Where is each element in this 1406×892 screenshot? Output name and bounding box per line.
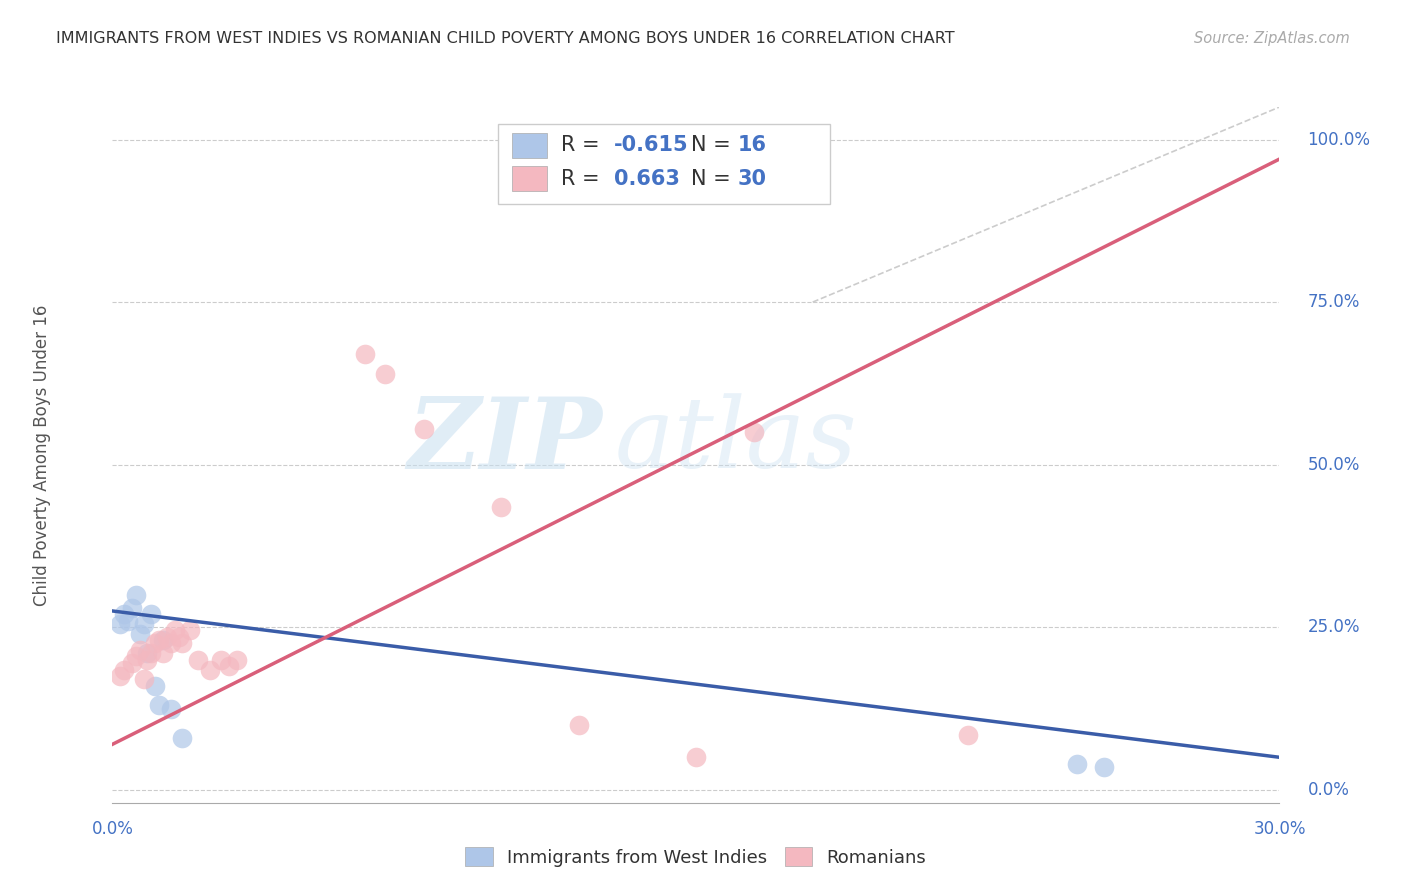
Point bbox=[125, 649, 148, 664]
Point bbox=[160, 636, 183, 650]
Point bbox=[172, 731, 194, 745]
Point bbox=[110, 617, 132, 632]
Point bbox=[160, 701, 183, 715]
Text: -0.615: -0.615 bbox=[614, 136, 689, 155]
Point bbox=[152, 633, 174, 648]
Point bbox=[121, 600, 143, 615]
Point bbox=[412, 422, 434, 436]
Point bbox=[218, 659, 240, 673]
Text: 50.0%: 50.0% bbox=[1308, 456, 1360, 474]
Text: 75.0%: 75.0% bbox=[1308, 293, 1360, 311]
Point bbox=[132, 672, 155, 686]
Point bbox=[128, 643, 150, 657]
Point bbox=[179, 624, 201, 638]
Point bbox=[152, 646, 174, 660]
Text: N =: N = bbox=[692, 136, 738, 155]
Point bbox=[172, 636, 194, 650]
Point bbox=[141, 646, 163, 660]
Text: 16: 16 bbox=[738, 136, 768, 155]
Text: ZIP: ZIP bbox=[408, 392, 603, 489]
Bar bbox=[512, 133, 547, 158]
Text: 100.0%: 100.0% bbox=[1308, 130, 1371, 149]
Text: R =: R = bbox=[561, 136, 606, 155]
Point bbox=[685, 750, 707, 764]
Text: 30.0%: 30.0% bbox=[1253, 820, 1306, 838]
Bar bbox=[512, 166, 547, 191]
Text: N =: N = bbox=[692, 169, 738, 189]
Text: Source: ZipAtlas.com: Source: ZipAtlas.com bbox=[1194, 31, 1350, 46]
Point bbox=[742, 425, 765, 439]
Point bbox=[117, 614, 139, 628]
Point bbox=[136, 653, 159, 667]
Point bbox=[156, 630, 179, 644]
Text: 0.0%: 0.0% bbox=[1308, 780, 1350, 799]
Text: R =: R = bbox=[561, 169, 606, 189]
Point bbox=[491, 500, 513, 514]
Point bbox=[132, 617, 155, 632]
Text: 25.0%: 25.0% bbox=[1308, 618, 1360, 636]
Point bbox=[226, 653, 249, 667]
Point bbox=[148, 698, 170, 713]
Text: 30: 30 bbox=[738, 169, 768, 189]
Point bbox=[141, 607, 163, 622]
Point bbox=[167, 630, 190, 644]
Point bbox=[121, 656, 143, 670]
Text: atlas: atlas bbox=[614, 393, 858, 489]
Legend: Immigrants from West Indies, Romanians: Immigrants from West Indies, Romanians bbox=[458, 840, 934, 874]
Text: 0.0%: 0.0% bbox=[91, 820, 134, 838]
Point bbox=[957, 727, 980, 741]
Point bbox=[112, 607, 135, 622]
Point bbox=[125, 588, 148, 602]
Point bbox=[187, 653, 209, 667]
Point bbox=[1092, 760, 1115, 774]
Point bbox=[148, 633, 170, 648]
Point bbox=[112, 663, 135, 677]
Point bbox=[1066, 756, 1088, 771]
Point bbox=[354, 347, 377, 361]
Text: 0.663: 0.663 bbox=[614, 169, 681, 189]
Point bbox=[143, 636, 166, 650]
Point bbox=[163, 624, 186, 638]
Point bbox=[143, 679, 166, 693]
Text: IMMIGRANTS FROM WEST INDIES VS ROMANIAN CHILD POVERTY AMONG BOYS UNDER 16 CORREL: IMMIGRANTS FROM WEST INDIES VS ROMANIAN … bbox=[56, 31, 955, 46]
Point bbox=[198, 663, 221, 677]
Point bbox=[374, 367, 396, 381]
Point bbox=[568, 718, 591, 732]
Text: Child Poverty Among Boys Under 16: Child Poverty Among Boys Under 16 bbox=[34, 304, 52, 606]
Point bbox=[209, 653, 232, 667]
Point bbox=[136, 646, 159, 660]
Point bbox=[128, 626, 150, 640]
Point bbox=[110, 669, 132, 683]
FancyBboxPatch shape bbox=[498, 124, 830, 204]
